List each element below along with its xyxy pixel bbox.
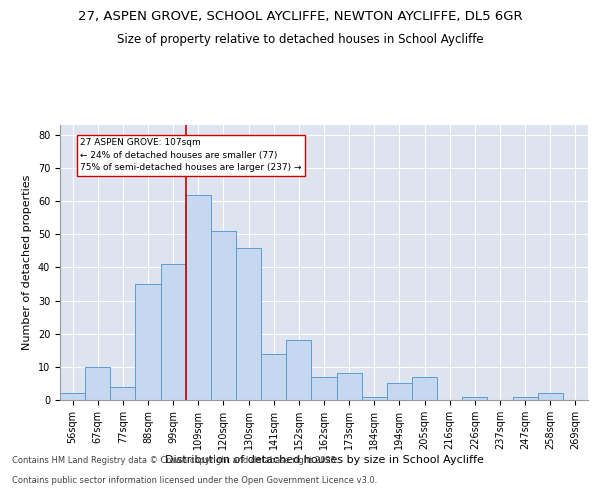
Text: Size of property relative to detached houses in School Aycliffe: Size of property relative to detached ho…	[116, 32, 484, 46]
Bar	[387, 384, 412, 400]
Bar	[412, 377, 437, 400]
Bar	[186, 194, 211, 400]
Bar	[85, 367, 110, 400]
Bar	[60, 394, 85, 400]
Bar	[236, 248, 261, 400]
Bar	[512, 396, 538, 400]
Y-axis label: Number of detached properties: Number of detached properties	[22, 175, 32, 350]
Bar	[161, 264, 186, 400]
X-axis label: Distribution of detached houses by size in School Aycliffe: Distribution of detached houses by size …	[164, 454, 484, 464]
Bar	[538, 394, 563, 400]
Text: Contains public sector information licensed under the Open Government Licence v3: Contains public sector information licen…	[12, 476, 377, 485]
Bar	[211, 231, 236, 400]
Bar	[337, 374, 362, 400]
Bar	[311, 377, 337, 400]
Bar	[110, 386, 136, 400]
Bar	[136, 284, 161, 400]
Text: 27, ASPEN GROVE, SCHOOL AYCLIFFE, NEWTON AYCLIFFE, DL5 6GR: 27, ASPEN GROVE, SCHOOL AYCLIFFE, NEWTON…	[77, 10, 523, 23]
Bar	[261, 354, 286, 400]
Bar	[286, 340, 311, 400]
Bar	[362, 396, 387, 400]
Text: 27 ASPEN GROVE: 107sqm
← 24% of detached houses are smaller (77)
75% of semi-det: 27 ASPEN GROVE: 107sqm ← 24% of detached…	[80, 138, 302, 172]
Bar	[462, 396, 487, 400]
Text: Contains HM Land Registry data © Crown copyright and database right 2025.: Contains HM Land Registry data © Crown c…	[12, 456, 338, 465]
